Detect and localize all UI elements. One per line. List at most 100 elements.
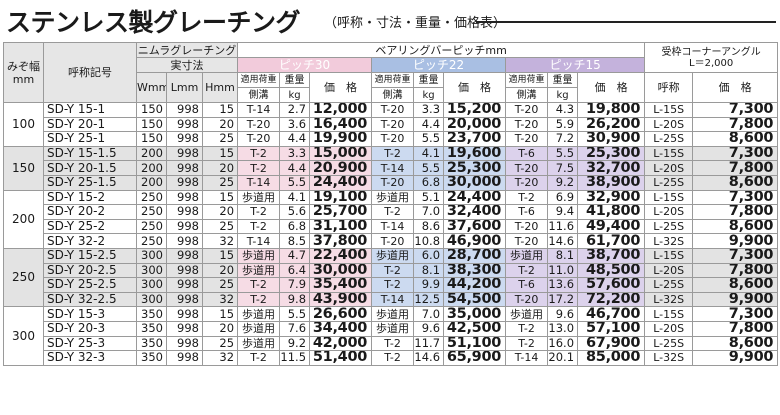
- table-row: 150 SD-Y 15-1.5 200 998 15 T-2 3.3 15,000 T-2 4.1…: [3, 145, 779, 191]
- load-sub-15: 側溝: [505, 87, 549, 103]
- corner-name-cell: L-15S: [644, 189, 694, 206]
- load-cell: T-2: [371, 204, 415, 220]
- load-header-22: 適用荷重: [371, 72, 415, 88]
- price-cell: 32,700: [577, 160, 646, 176]
- w-header: Wmm: [136, 72, 167, 103]
- price-cell: 57,100: [577, 320, 646, 337]
- name-cell: SD-Y 20-2: [43, 204, 137, 220]
- corner-name-cell: L-15S: [644, 247, 694, 264]
- price-cell: 26,200: [577, 116, 646, 133]
- h-cell: 15: [201, 306, 239, 322]
- corner-name-cell: L-20S: [644, 204, 694, 220]
- w-cell: 150: [136, 131, 167, 147]
- w-cell: 200: [136, 174, 167, 191]
- corner-price-cell: 7,300: [692, 189, 779, 206]
- weight-cell: 11.5: [279, 350, 311, 366]
- weight-cell: 6.0: [413, 247, 445, 264]
- price-cell: 15,200: [443, 102, 507, 118]
- price-cell: 51,400: [309, 350, 373, 366]
- table-row: SD-Y 32-3 350 998 32 T-2 11.5 51,400 T-2 14.6 65,…: [4, 350, 779, 366]
- load-cell: T-14: [237, 174, 281, 191]
- h-cell: 20: [201, 262, 239, 279]
- l-cell: 998: [166, 335, 203, 352]
- price-cell: 57,600: [577, 277, 646, 293]
- corner-price-cell: 7,300: [692, 247, 779, 264]
- weight-cell: 4.4: [279, 131, 311, 147]
- load-cell: T-6: [505, 145, 549, 162]
- corner-price-cell: 8,600: [692, 131, 779, 147]
- weight-cell: 11.6: [547, 218, 579, 235]
- price-cell: 22,400: [309, 247, 373, 264]
- weight-cell: 5.9: [547, 116, 579, 133]
- price-cell: 38,300: [443, 262, 507, 279]
- price-cell: 38,700: [577, 247, 646, 264]
- weight-cell: 7.0: [413, 306, 445, 322]
- title-area: ステンレス製グレーチング （呼称・寸法・重量・価格表）: [6, 0, 776, 40]
- load-cell: T-20: [505, 102, 549, 118]
- corner-price-cell: 8,600: [692, 218, 779, 235]
- weight-cell: 12.5: [413, 291, 445, 308]
- price-table: みぞ幅 mm 呼称記号 ニムラグレーチング ベアリングバーピッチmm 受枠コーナー…: [3, 42, 779, 366]
- corner-name-cell: L-32S: [644, 350, 694, 366]
- load-cell: 歩道用: [371, 306, 415, 322]
- w-cell: 250: [136, 189, 167, 206]
- load-cell: 歩道用: [505, 247, 549, 264]
- weight-header-22: 重量: [413, 72, 445, 88]
- weight-cell: 9.6: [547, 306, 579, 322]
- price-cell: 43,900: [309, 291, 373, 308]
- l-cell: 998: [166, 102, 203, 118]
- w-cell: 250: [136, 204, 167, 220]
- h-cell: 15: [201, 145, 239, 162]
- load-cell: 歩道用: [237, 262, 281, 279]
- width-header: みぞ幅 mm: [3, 42, 44, 103]
- l-header: Lmm: [166, 72, 203, 103]
- price-cell: 19,800: [577, 102, 646, 118]
- h-cell: 15: [201, 102, 239, 118]
- load-cell: T-20: [505, 218, 549, 235]
- load-sub-30: 側溝: [237, 87, 281, 103]
- table-row: SD-Y 20-2 250 998 20 T-2 5.6 25,700 T-2 7.0 32,40…: [4, 204, 779, 220]
- load-cell: T-2: [505, 335, 549, 352]
- corner-price-cell: 8,600: [692, 174, 779, 191]
- h-cell: 20: [201, 320, 239, 337]
- weight-cell: 3.3: [279, 145, 311, 162]
- table-row: 100 SD-Y 15-1 150 998 15 T-14 2.7 12,000 T-20 3.3…: [3, 102, 779, 147]
- bearing-header: ベアリングバーピッチmm: [237, 42, 646, 58]
- price-cell: 48,500: [577, 262, 646, 279]
- price-cell: 25,700: [309, 204, 373, 220]
- load-cell: T-2: [237, 218, 281, 235]
- weight-cell: 9.8: [279, 291, 311, 308]
- table-row: SD-Y 25-2 250 998 25 T-2 6.8 31,100 T-14 8.6 37,6…: [4, 218, 779, 235]
- load-cell: T-20: [371, 102, 415, 118]
- weight-cell: 6.8: [279, 218, 311, 235]
- load-cell: T-2: [505, 262, 549, 279]
- page-subtitle: （呼称・寸法・重量・価格表）: [324, 16, 507, 31]
- price-cell: 20,000: [443, 116, 507, 133]
- corner-price-cell: 7,800: [692, 262, 779, 279]
- price-cell: 23,700: [443, 131, 507, 147]
- title-rule: [476, 21, 776, 23]
- load-cell: T-14: [371, 160, 415, 176]
- width-cell: 150: [3, 145, 44, 191]
- w-cell: 350: [136, 350, 167, 366]
- price-cell: 46,700: [577, 306, 646, 322]
- price-cell: 34,400: [309, 320, 373, 337]
- w-cell: 350: [136, 306, 167, 322]
- weight-unit-30: kg: [279, 87, 311, 103]
- corner-name-cell: L-15S: [644, 145, 694, 162]
- corner-header: 受枠コーナーアングル L＝2,000: [644, 42, 779, 73]
- load-cell: T-20: [505, 291, 549, 308]
- price-cell: 15,000: [309, 145, 373, 162]
- load-cell: T-2: [371, 145, 415, 162]
- weight-cell: 4.7: [279, 247, 311, 264]
- weight-cell: 4.3: [547, 102, 579, 118]
- load-cell: T-14: [237, 233, 281, 249]
- weight-cell: 7.5: [547, 160, 579, 176]
- load-cell: T-6: [505, 277, 549, 293]
- name-cell: SD-Y 25-1.5: [43, 174, 137, 191]
- table-row: SD-Y 32-2 250 998 32 T-14 8.5 37,800 T-20 10.8 46…: [4, 233, 779, 249]
- price-cell: 25,300: [577, 145, 646, 162]
- l-cell: 998: [166, 204, 203, 220]
- load-cell: T-2: [237, 145, 281, 162]
- name-cell: SD-Y 32-3: [43, 350, 137, 366]
